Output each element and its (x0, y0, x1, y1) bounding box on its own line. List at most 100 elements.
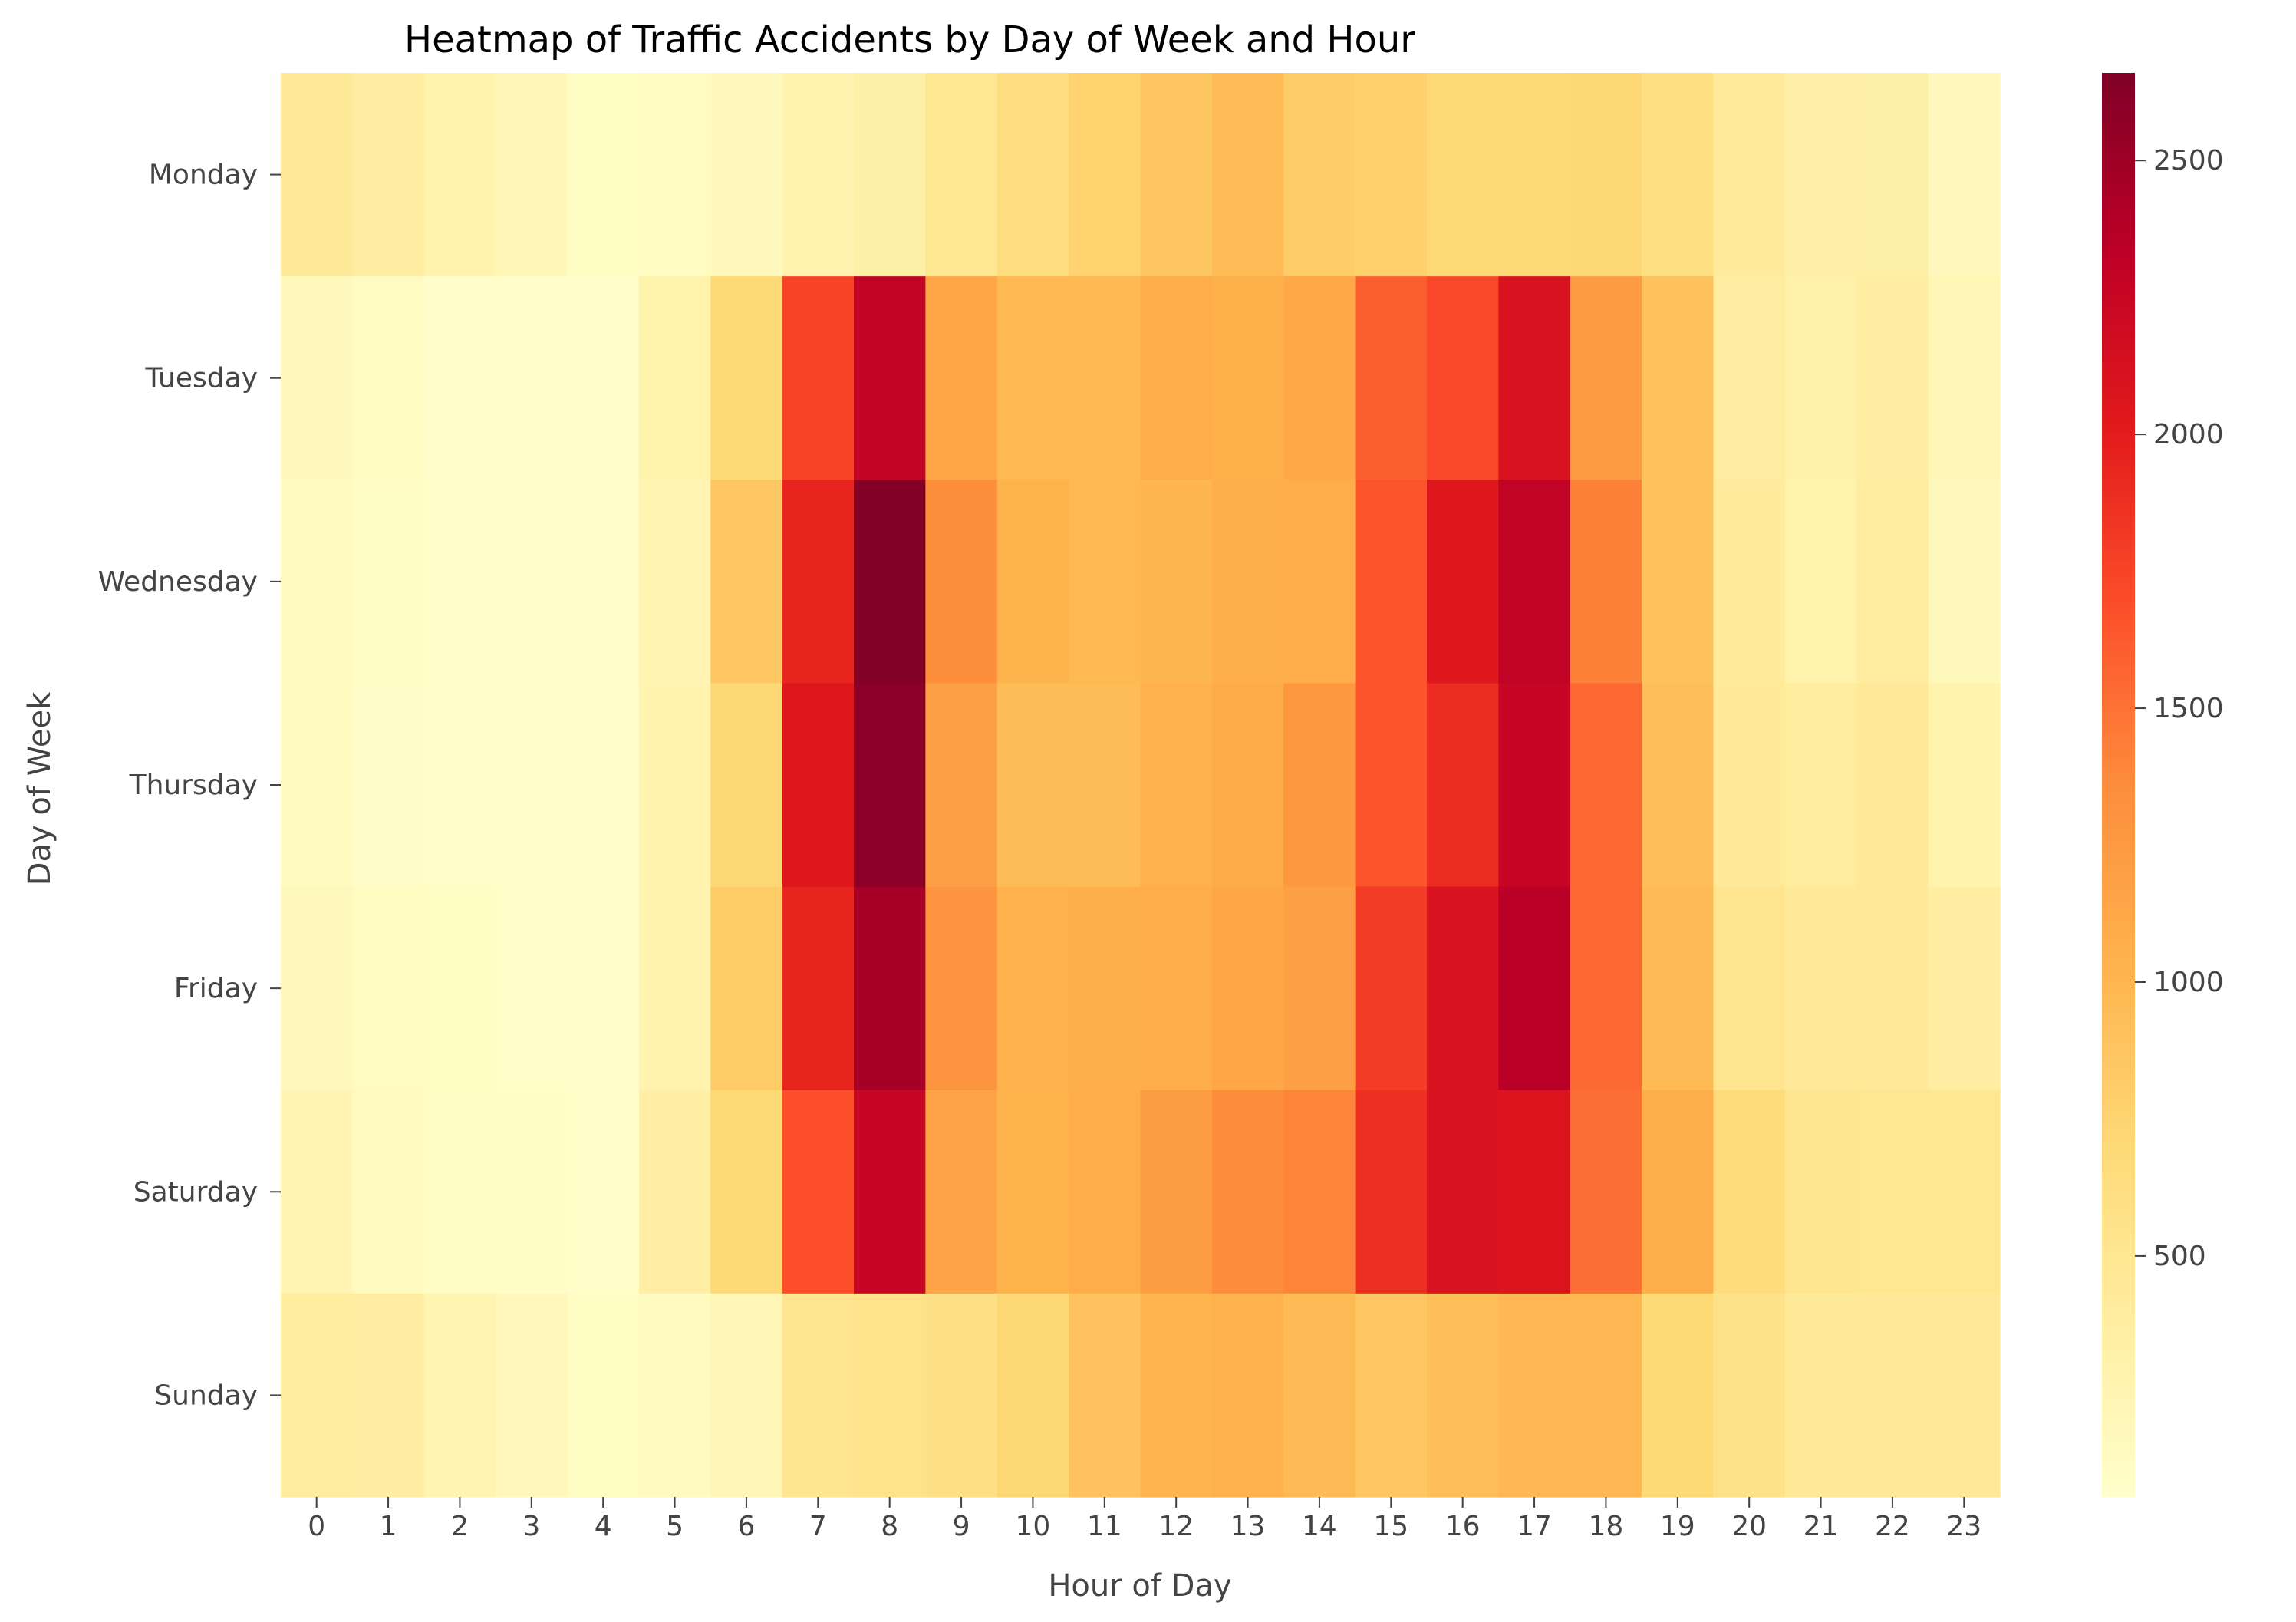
heatmap-cell (1427, 683, 1499, 888)
x-tick-label: 17 (1517, 1511, 1552, 1542)
heatmap-cell (782, 73, 855, 277)
heatmap-cell (638, 683, 711, 888)
heatmap-cell (1427, 276, 1499, 480)
heatmap-cell (1856, 886, 1929, 1091)
heatmap-cell (567, 480, 640, 684)
heatmap-cell (1713, 480, 1786, 684)
heatmap-cell (710, 1090, 783, 1294)
heatmap-cell (423, 480, 496, 684)
heatmap-cell (710, 480, 783, 684)
heatmap-cell (1570, 683, 1642, 888)
heatmap-cell (1140, 1293, 1213, 1498)
heatmap-cell (352, 276, 425, 480)
heatmap-cell (996, 886, 1069, 1091)
y-tick-label: Friday (174, 973, 258, 1004)
heatmap-cell (854, 1090, 926, 1294)
heatmap-cell (1928, 1293, 2001, 1498)
heatmap-cell (567, 1090, 640, 1294)
x-tick-label: 11 (1087, 1511, 1122, 1542)
heatmap-cell (1355, 480, 1428, 684)
heatmap-cell (1642, 1090, 1715, 1294)
heatmap-cell (1211, 1090, 1284, 1294)
heatmap-cell (710, 683, 783, 888)
heatmap-cell (638, 73, 711, 277)
heatmap-cell (996, 1090, 1069, 1294)
heatmap-cell (1283, 1293, 1356, 1498)
y-tick-label: Monday (149, 160, 258, 191)
heatmap-cell (423, 1293, 496, 1498)
heatmap-cell (925, 683, 998, 888)
heatmap-cell (1355, 886, 1428, 1091)
heatmap-cell (854, 683, 926, 888)
heatmap-cell (1069, 73, 1141, 277)
heatmap-cell (1642, 683, 1715, 888)
heatmap-cell (1498, 1293, 1571, 1498)
colorbar-tick-label: 1500 (2153, 693, 2224, 724)
heatmap-cell (854, 1293, 926, 1498)
heatmap-cell (854, 73, 926, 277)
heatmap-cell (1427, 73, 1499, 277)
heatmap-cell (567, 683, 640, 888)
x-tick-label: 9 (953, 1511, 970, 1542)
heatmap-cell (1427, 1293, 1499, 1498)
heatmap-cell (1713, 683, 1786, 888)
heatmap-cell (1069, 276, 1141, 480)
heatmap-cell (1713, 1293, 1786, 1498)
y-tick-label: Saturday (133, 1176, 258, 1208)
heatmap-cell (1211, 683, 1284, 888)
heatmap-cell (1928, 683, 2001, 888)
heatmap-cell (1355, 276, 1428, 480)
heatmap-cell (1928, 1090, 2001, 1294)
heatmap-cell (1355, 683, 1428, 888)
colorbar-tick-label: 1000 (2153, 967, 2224, 998)
heatmap-cell (1713, 886, 1786, 1091)
heatmap-cell (1784, 886, 1857, 1091)
heatmap-cell (423, 1090, 496, 1294)
heatmap-cell (1069, 1293, 1141, 1498)
x-tick-label: 20 (1731, 1511, 1767, 1542)
heatmap-cell (496, 480, 568, 684)
heatmap-cell (567, 276, 640, 480)
heatmap-cell (281, 683, 353, 888)
heatmap-cell (1211, 1293, 1284, 1498)
heatmap-cell (925, 73, 998, 277)
colorbar-tick-label: 2000 (2153, 419, 2224, 450)
heatmap-cell (1498, 73, 1571, 277)
heatmap-cell (567, 73, 640, 277)
colorbar: 500 1000 1500 2000 2500 (2102, 73, 2224, 1497)
heatmap-cell (1283, 683, 1356, 888)
colorbar-tick-label: 2500 (2153, 145, 2224, 176)
heatmap-cell (1427, 886, 1499, 1091)
heatmap-cell (1713, 73, 1786, 277)
heatmap-cell (281, 73, 353, 277)
heatmap-cell (1856, 1293, 1929, 1498)
heatmap-cell (782, 276, 855, 480)
heatmap-cell (1211, 276, 1284, 480)
heatmap-cell (281, 1090, 353, 1294)
x-tick-label: 21 (1804, 1511, 1839, 1542)
heatmap-cell (1069, 480, 1141, 684)
heatmap-cell (925, 276, 998, 480)
heatmap-cell (710, 886, 783, 1091)
x-tick-label: 12 (1158, 1511, 1194, 1542)
heatmap-cell (1140, 1090, 1213, 1294)
heatmap-cell (1642, 480, 1715, 684)
heatmap-cell (638, 886, 711, 1091)
heatmap-cell (1140, 886, 1213, 1091)
heatmap-cell (854, 886, 926, 1091)
heatmap-cell (1283, 276, 1356, 480)
heatmap-cell (1713, 1090, 1786, 1294)
heatmap-cell (352, 683, 425, 888)
heatmap-cell (1498, 886, 1571, 1091)
x-tick-label: 18 (1589, 1511, 1624, 1542)
heatmap-cell (1856, 683, 1929, 888)
heatmap-cell (1928, 480, 2001, 684)
y-axis-ticks: Monday Tuesday Wednesday Thursday Friday Satu… (98, 160, 281, 1411)
heatmap-cell (782, 1090, 855, 1294)
heatmap-cell (281, 480, 353, 684)
heatmap-cell (1570, 276, 1642, 480)
heatmap-cell (281, 886, 353, 1091)
x-tick-label: 4 (595, 1511, 612, 1542)
